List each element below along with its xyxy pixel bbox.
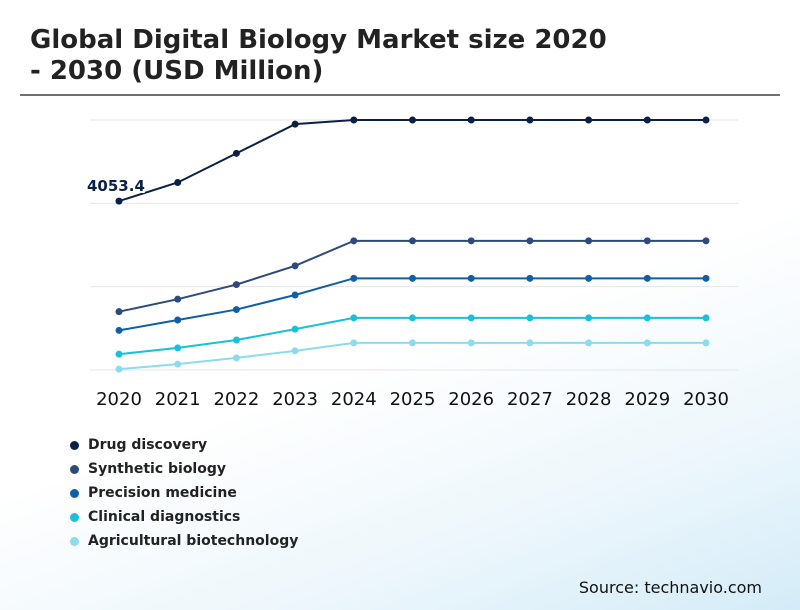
x-tick-label: 2021: [155, 389, 201, 410]
data-point-precision-medicine: [526, 274, 534, 282]
data-point-agricultural-biotechnology: [350, 339, 358, 347]
data-point-clinical-diagnostics: [526, 314, 534, 322]
data-point-clinical-diagnostics: [174, 344, 182, 352]
data-point-synthetic-biology: [467, 237, 475, 245]
data-point-precision-medicine: [467, 274, 475, 282]
legend-label: Agricultural biotechnology: [88, 533, 299, 549]
x-tick-label: 2028: [566, 389, 612, 410]
data-point-drug-discovery: [467, 116, 475, 124]
data-point-drug-discovery: [232, 149, 240, 157]
chart-title-line-1: Global Digital Biology Market size 2020: [30, 25, 607, 55]
title-divider: [20, 94, 780, 96]
chart-legend: Drug discovery Synthetic biology Precision…: [70, 433, 298, 553]
data-point-clinical-diagnostics: [291, 325, 299, 333]
chart-title: Global Digital Biology Market size 2020 …: [30, 25, 730, 87]
series-line-precision-medicine: [118, 277, 706, 332]
data-point-precision-medicine: [409, 274, 416, 282]
data-point-agricultural-biotechnology: [467, 339, 475, 347]
data-point-precision-medicine: [115, 326, 123, 334]
x-tick-label: 2030: [683, 389, 729, 410]
legend-marker-icon: [70, 488, 79, 498]
data-point-synthetic-biology: [174, 295, 182, 303]
data-point-precision-medicine: [643, 274, 651, 282]
data-point-synthetic-biology: [115, 308, 123, 316]
data-point-clinical-diagnostics: [467, 314, 475, 322]
data-point-drug-discovery: [115, 197, 123, 205]
data-point-clinical-diagnostics: [702, 314, 710, 322]
legend-marker-icon: [70, 440, 79, 450]
legend-item-clinical-diagnostics: Clinical diagnostics: [70, 505, 298, 529]
x-tick-label: 2027: [507, 389, 553, 410]
source-credit: Source: technavio.com: [578, 578, 762, 597]
chart-title-line-2: - 2030 (USD Million): [30, 56, 324, 86]
data-point-synthetic-biology: [232, 281, 240, 289]
data-point-agricultural-biotechnology: [702, 339, 710, 347]
data-label: 4053.4: [87, 177, 145, 195]
data-point-synthetic-biology: [585, 237, 593, 245]
data-point-drug-discovery: [174, 179, 182, 186]
data-point-clinical-diagnostics: [643, 314, 651, 322]
data-point-clinical-diagnostics: [350, 314, 358, 322]
data-point-precision-medicine: [291, 291, 299, 299]
data-point-agricultural-biotechnology: [174, 360, 182, 368]
data-point-synthetic-biology: [291, 262, 299, 270]
series-line-clinical-diagnostics: [118, 316, 706, 356]
data-point-agricultural-biotechnology: [115, 365, 123, 373]
legend-item-agricultural-biotechnology: Agricultural biotechnology: [70, 529, 298, 553]
data-point-agricultural-biotechnology: [232, 354, 240, 362]
data-label-halo: 4053.4: [87, 177, 145, 195]
legend-label: Clinical diagnostics: [88, 509, 241, 525]
data-point-drug-discovery: [585, 116, 593, 124]
data-point-precision-medicine: [350, 274, 358, 282]
data-point-precision-medicine: [702, 274, 710, 282]
data-point-drug-discovery: [643, 116, 651, 124]
legend-item-precision-medicine: Precision medicine: [70, 481, 298, 505]
legend-marker-icon: [70, 464, 79, 474]
x-tick-label: 2020: [96, 389, 142, 410]
legend-item-synthetic-biology: Synthetic biology: [70, 457, 298, 481]
series-line-agricultural-biotechnology: [118, 341, 706, 371]
x-tick-label: 2026: [448, 389, 494, 410]
data-point-precision-medicine: [585, 274, 593, 282]
legend-marker-icon: [70, 536, 79, 546]
data-point-synthetic-biology: [409, 237, 416, 245]
data-point-clinical-diagnostics: [409, 314, 416, 322]
data-point-clinical-diagnostics: [232, 336, 240, 344]
data-point-synthetic-biology: [526, 237, 534, 245]
x-tick-label: 2029: [624, 389, 670, 410]
legend-label: Synthetic biology: [88, 461, 226, 477]
x-tick-label: 2025: [390, 389, 436, 410]
data-point-agricultural-biotechnology: [643, 339, 651, 347]
x-tick-label: 2024: [331, 389, 377, 410]
data-point-drug-discovery: [291, 120, 299, 128]
data-point-agricultural-biotechnology: [409, 339, 416, 347]
data-point-drug-discovery: [526, 116, 534, 124]
data-point-agricultural-biotechnology: [585, 339, 593, 347]
data-point-drug-discovery: [409, 116, 416, 124]
legend-item-drug-discovery: Drug discovery: [70, 433, 298, 457]
data-point-synthetic-biology: [350, 237, 358, 245]
data-point-synthetic-biology: [702, 237, 710, 245]
data-point-precision-medicine: [174, 316, 182, 324]
data-point-agricultural-biotechnology: [526, 339, 534, 347]
legend-label: Precision medicine: [88, 485, 237, 501]
legend-label: Drug discovery: [88, 437, 208, 453]
data-point-agricultural-biotechnology: [291, 347, 299, 355]
data-point-drug-discovery: [350, 116, 358, 124]
data-point-synthetic-biology: [643, 237, 651, 245]
data-point-precision-medicine: [232, 306, 240, 314]
data-point-drug-discovery: [702, 116, 710, 124]
series-line-drug-discovery: [118, 119, 706, 203]
x-tick-label: 2022: [213, 389, 259, 410]
legend-marker-icon: [70, 512, 79, 522]
data-point-clinical-diagnostics: [585, 314, 593, 322]
data-point-clinical-diagnostics: [115, 350, 123, 358]
x-tick-label: 2023: [272, 389, 318, 410]
